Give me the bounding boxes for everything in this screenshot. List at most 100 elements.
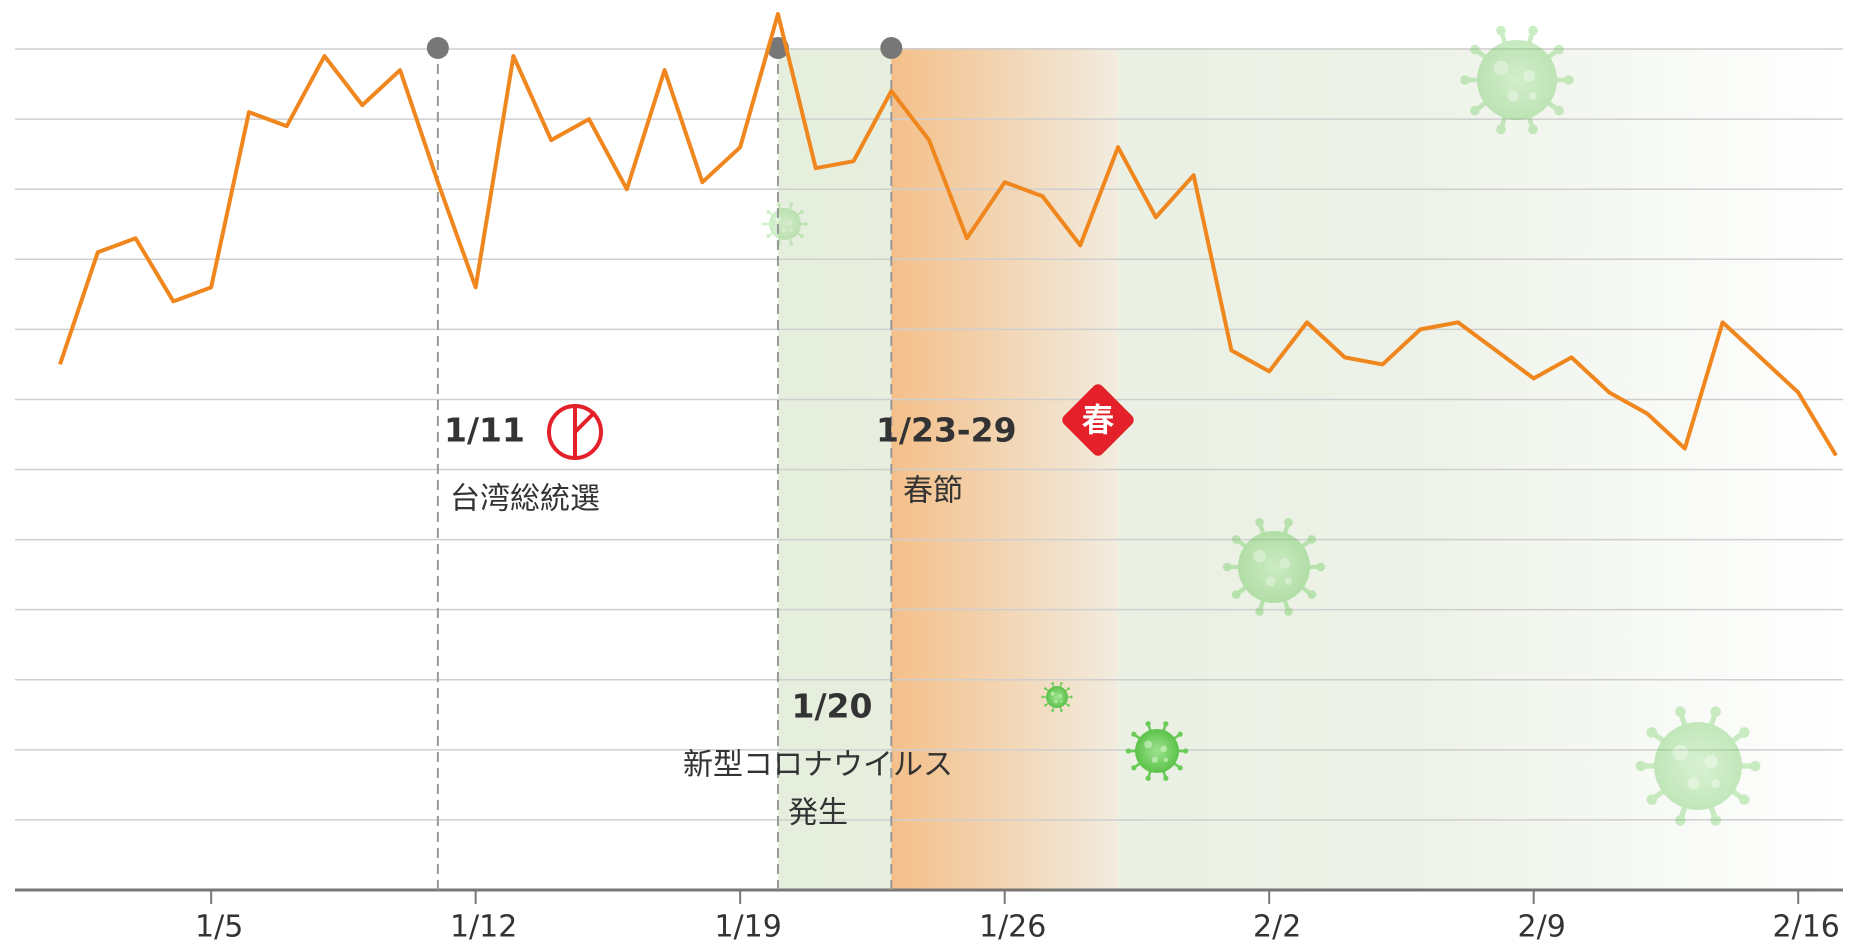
virus-knob <box>1307 590 1317 599</box>
virus-knob <box>1710 706 1721 717</box>
x-tick-label: 2/2 <box>1253 910 1301 945</box>
holiday-icon-text: 春 <box>1082 401 1114 439</box>
ballot-icon <box>547 404 603 460</box>
virus-knob <box>1470 105 1480 116</box>
virus-knob <box>766 234 771 239</box>
virus-body <box>1046 686 1068 708</box>
virus-knob <box>1067 687 1070 690</box>
virus-icon <box>1041 682 1073 712</box>
event-date: 1/11 <box>444 411 525 450</box>
virus-spot <box>1151 756 1158 763</box>
virus-knob <box>1675 706 1686 717</box>
virus-knob <box>1554 44 1564 55</box>
event-label: 春節 <box>903 474 963 509</box>
virus-knob <box>1528 25 1538 36</box>
virus-knob <box>1738 727 1750 738</box>
event-date: 1/20 <box>792 687 873 726</box>
virus-icon <box>1222 518 1326 616</box>
virus-spot <box>787 220 793 225</box>
virus-spot <box>1060 700 1063 703</box>
virus-icon <box>1635 706 1761 826</box>
event-label: 新型コロナウイルス <box>683 748 953 783</box>
virus-body <box>1135 729 1179 773</box>
virus-knob <box>789 202 794 207</box>
virus-knob <box>1131 731 1137 737</box>
virus-knob <box>1067 704 1070 707</box>
virus-spot <box>1284 577 1292 586</box>
virus-knob <box>1675 815 1686 826</box>
event-label: 発生 <box>788 796 848 831</box>
virus-knob <box>1044 687 1047 690</box>
virus-knob <box>1284 607 1293 616</box>
virus-knob <box>1145 775 1151 781</box>
virus-knob <box>1646 727 1658 738</box>
virus-spot <box>1687 777 1700 790</box>
virus-knob <box>1060 682 1063 685</box>
x-tick-label: 1/19 <box>714 910 781 945</box>
virus-knob <box>762 222 767 226</box>
virus-knob <box>1051 682 1054 685</box>
ballot-mark <box>573 406 597 458</box>
virus-knob <box>1255 607 1264 616</box>
virus-knob <box>1060 709 1063 712</box>
virus-knob <box>1564 75 1574 85</box>
virus-spot <box>1160 745 1167 753</box>
holiday-icon <box>1062 384 1134 456</box>
virus-knob <box>1051 709 1054 712</box>
virus-spot <box>1265 576 1276 587</box>
virus-spot <box>1163 757 1169 762</box>
x-tick-label: 2/16 <box>1773 910 1840 945</box>
virus-spot <box>789 228 794 232</box>
virus-knob <box>1528 124 1538 135</box>
x-tick-label: 1/12 <box>450 910 517 945</box>
virus-icon <box>1460 25 1574 135</box>
virus-spot <box>781 228 786 233</box>
event-date: 1/23-29 <box>876 411 1017 450</box>
virus-knob <box>1177 731 1183 737</box>
virus-knob <box>1749 760 1761 772</box>
virus-knob <box>1496 124 1506 135</box>
virus-spot <box>1058 694 1062 698</box>
virus-knob <box>1460 75 1470 85</box>
virus-spot <box>1711 779 1720 788</box>
virus-knob <box>799 234 804 239</box>
virus-knob <box>789 241 794 246</box>
virus-spot <box>1523 70 1535 82</box>
virus-knob <box>766 209 771 214</box>
virus-knob <box>1231 590 1241 599</box>
virus-knob <box>1646 794 1658 805</box>
virus-knob <box>803 222 808 226</box>
virus-spot <box>1493 60 1509 76</box>
virus-knob <box>1307 535 1317 544</box>
virus-knob <box>1163 775 1169 781</box>
virus-knob <box>1041 695 1045 699</box>
x-tick-label: 1/5 <box>195 910 243 945</box>
x-tick-label: 2/9 <box>1518 910 1566 945</box>
event-label: 台湾総統選 <box>450 482 600 517</box>
event-dot <box>426 37 449 59</box>
virus-knob <box>1255 518 1264 527</box>
virus-knob <box>1470 44 1480 55</box>
virus-knob <box>1069 695 1073 699</box>
virus-knob <box>1635 760 1647 772</box>
virus-spot <box>1279 558 1291 569</box>
virus-spot <box>1704 755 1718 769</box>
virus-knob <box>1316 562 1326 572</box>
virus-body <box>769 208 801 240</box>
virus-knob <box>1496 25 1506 36</box>
virus-knob <box>1131 765 1137 771</box>
data-line <box>58 12 1838 457</box>
virus-spot <box>1507 90 1519 102</box>
virus-icon <box>1125 721 1189 781</box>
virus-knob <box>1222 562 1232 572</box>
virus-body <box>1238 531 1310 603</box>
virus-knob <box>1710 815 1721 826</box>
virus-knob <box>776 202 781 207</box>
virus-knob <box>799 209 804 214</box>
virus-knob <box>1738 794 1750 805</box>
virus-body <box>1654 722 1742 810</box>
event-dot <box>880 37 903 59</box>
virus-knob <box>1284 518 1293 527</box>
virus-spot <box>1529 92 1537 100</box>
